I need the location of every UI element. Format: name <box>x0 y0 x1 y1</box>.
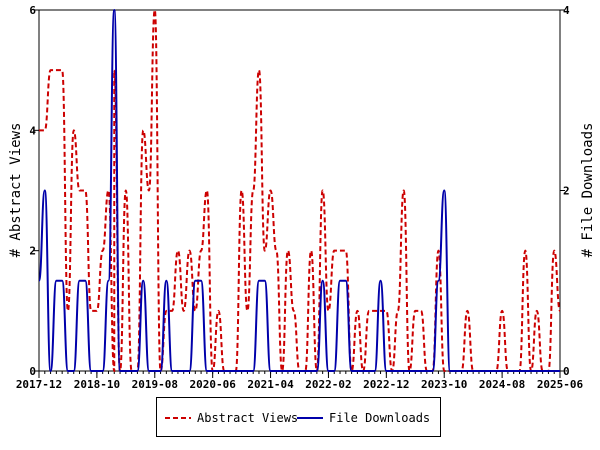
x-tick-label: 2024-08 <box>479 378 525 391</box>
legend-item-abstract-views: Abstract Views <box>165 410 298 426</box>
y-axis-title: # Abstract Views <box>8 123 24 258</box>
x-tick-label: 2018-10 <box>74 378 120 391</box>
legend-label-abstract-views: Abstract Views <box>197 411 299 425</box>
x-tick-label: 2025-06 <box>537 378 584 391</box>
y2-tick-label: 4 <box>563 4 570 17</box>
legend-swatch-file-downloads <box>297 417 323 419</box>
y2-axis-title: # File Downloads <box>580 123 596 258</box>
x-tick-label: 2017-12 <box>16 378 62 391</box>
legend-label-file-downloads: File Downloads <box>329 411 431 425</box>
x-tick-label: 2022-02 <box>305 378 351 391</box>
series-line-file-downloads <box>38 8 560 373</box>
series-layer <box>38 8 561 373</box>
legend: Abstract Views File Downloads <box>156 397 441 437</box>
y-tick-label: 4 <box>29 124 36 137</box>
y2-tick-label: 2 <box>563 185 570 198</box>
x-tick-label: 2022-12 <box>363 378 409 391</box>
legend-swatch-abstract-views <box>165 417 191 419</box>
y-tick-label: 2 <box>29 245 36 258</box>
y2-tick-label: 0 <box>563 365 570 378</box>
x-tick-label: 2021-04 <box>247 378 294 391</box>
legend-item-file-downloads: File Downloads <box>297 410 430 426</box>
tick-labels: 2017-12 2018-10 2019-08 2020-06 2021-04 2022-… <box>16 4 584 391</box>
y-tick-label: 0 <box>29 365 36 378</box>
x-tick-label: 2020-06 <box>189 378 236 391</box>
x-tick-label: 2023-10 <box>421 378 467 391</box>
x-tick-label: 2019-08 <box>132 378 178 391</box>
y-tick-label: 6 <box>29 4 36 17</box>
